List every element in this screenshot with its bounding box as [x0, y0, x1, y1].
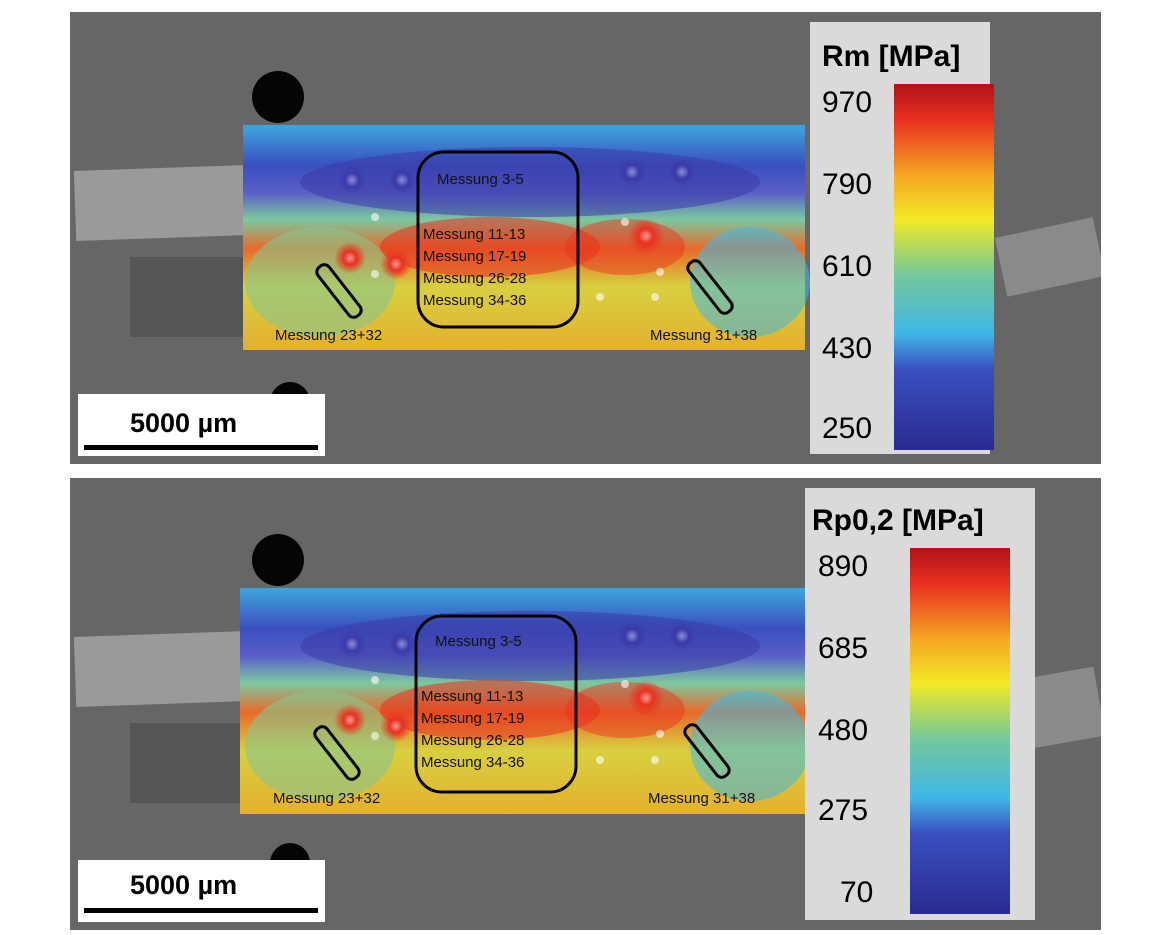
scale-bar-label: 5000 µm [130, 870, 238, 900]
legend-tick: 890 [818, 550, 869, 583]
legend-tick: 70 [840, 876, 874, 909]
legend-tick: 275 [818, 794, 869, 827]
legend-title: Rp0,2 [MPa] [812, 504, 984, 537]
legend-tick: 790 [822, 168, 873, 201]
top-panel: Messung 3-5 Messung 11-13 Messung 17-19 … [70, 12, 1101, 464]
region-label: Messung 3-5 [437, 171, 524, 188]
region-label: Messung 11-13 [423, 226, 526, 243]
region-label: Messung 17-19 [421, 710, 525, 727]
legend-tick: 685 [818, 632, 869, 665]
region-label: Messung 26-28 [421, 732, 525, 749]
scale-bar-line [84, 445, 318, 450]
left-measurement-label: Messung 23+32 [273, 790, 381, 807]
legend-tick: 970 [822, 86, 873, 119]
legend-tick: 480 [818, 714, 869, 747]
region-label: Messung 34-36 [421, 754, 525, 771]
colorbar [894, 84, 994, 450]
region-label: Messung 3-5 [435, 633, 522, 650]
scale-bar-line [84, 908, 318, 913]
region-label: Messung 34-36 [423, 292, 527, 309]
colorbar [910, 548, 1010, 914]
region-label: Messung 11-13 [421, 688, 524, 705]
right-measurement-label: Messung 31+38 [648, 790, 756, 807]
region-label: Messung 26-28 [423, 270, 527, 287]
right-measurement-label: Messung 31+38 [650, 327, 758, 344]
legend-tick: 610 [822, 250, 873, 283]
left-measurement-label: Messung 23+32 [275, 327, 383, 344]
legend-title: Rm [MPa] [822, 40, 961, 73]
scale-bar-label: 5000 µm [130, 408, 238, 438]
region-label: Messung 17-19 [423, 248, 527, 265]
legend-tick: 250 [822, 412, 873, 445]
bottom-panel: Messung 3-5 Messung 11-13 Messung 17-19 … [70, 478, 1101, 930]
legend-tick: 430 [822, 332, 873, 365]
